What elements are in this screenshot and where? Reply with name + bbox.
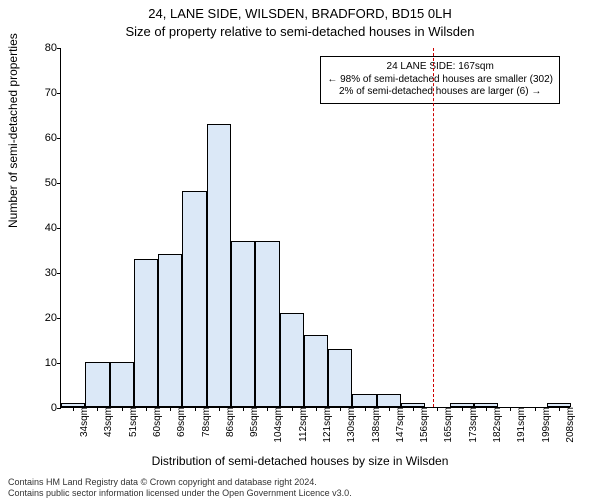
y-tick-mark (57, 363, 61, 364)
histogram-bar (280, 313, 304, 408)
x-tick-label: 43sqm (101, 407, 114, 437)
footer-line1: Contains HM Land Registry data © Crown c… (8, 477, 352, 487)
x-tick-mark (267, 407, 268, 411)
x-tick-mark (243, 407, 244, 411)
x-tick-label: 130sqm (344, 407, 357, 443)
histogram-bar (231, 241, 255, 408)
x-tick-mark (73, 407, 74, 411)
x-axis-label: Distribution of semi-detached houses by … (0, 454, 600, 468)
x-tick-label: 69sqm (174, 407, 187, 437)
histogram-bar (85, 362, 109, 407)
x-tick-label: 191sqm (514, 407, 527, 443)
x-tick-mark (122, 407, 123, 411)
x-tick-label: 173sqm (466, 407, 479, 443)
x-tick-mark (389, 407, 390, 411)
x-tick-label: 156sqm (417, 407, 430, 443)
x-tick-label: 78sqm (199, 407, 212, 437)
histogram-bar (110, 362, 134, 407)
x-tick-label: 95sqm (247, 407, 260, 437)
y-tick-mark (57, 318, 61, 319)
y-tick-mark (57, 93, 61, 94)
x-tick-label: 60sqm (150, 407, 163, 437)
x-tick-mark (195, 407, 196, 411)
x-tick-mark (437, 407, 438, 411)
y-tick-mark (57, 183, 61, 184)
histogram-bar (255, 241, 279, 408)
x-tick-label: 34sqm (77, 407, 90, 437)
x-tick-mark (535, 407, 536, 411)
x-tick-label: 182sqm (490, 407, 503, 443)
x-tick-mark (462, 407, 463, 411)
x-tick-label: 165sqm (441, 407, 454, 443)
x-tick-mark (559, 407, 560, 411)
histogram-bar (134, 259, 158, 408)
histogram-bar (352, 394, 376, 408)
y-axis-label: Number of semi-detached properties (6, 33, 20, 228)
x-tick-label: 112sqm (296, 407, 309, 442)
chart-container: 24, LANE SIDE, WILSDEN, BRADFORD, BD15 0… (0, 0, 600, 500)
annotation-box: 24 LANE SIDE: 167sqm ← 98% of semi-detac… (320, 56, 560, 104)
y-tick-mark (57, 273, 61, 274)
annotation-line1: 24 LANE SIDE: 167sqm (327, 61, 553, 74)
histogram-bar (304, 335, 328, 407)
chart-title-address: 24, LANE SIDE, WILSDEN, BRADFORD, BD15 0… (0, 6, 600, 21)
x-tick-label: 208sqm (563, 407, 576, 443)
y-tick-mark (57, 138, 61, 139)
chart-subtitle: Size of property relative to semi-detach… (0, 24, 600, 39)
x-tick-mark (510, 407, 511, 411)
footer-line2: Contains public sector information licen… (8, 488, 352, 498)
x-tick-label: 51sqm (126, 407, 139, 437)
x-tick-mark (170, 407, 171, 411)
y-tick-mark (57, 408, 61, 409)
histogram-bar (328, 349, 352, 408)
x-tick-mark (97, 407, 98, 411)
y-tick-mark (57, 48, 61, 49)
x-tick-label: 86sqm (223, 407, 236, 437)
x-tick-mark (340, 407, 341, 411)
x-tick-label: 199sqm (539, 407, 552, 443)
histogram-bar (182, 191, 206, 407)
histogram-bar (377, 394, 401, 408)
plot-area: 24 LANE SIDE: 167sqm ← 98% of semi-detac… (60, 48, 570, 408)
histogram-bar (158, 254, 182, 407)
x-tick-label: 147sqm (393, 407, 406, 443)
y-tick-mark (57, 228, 61, 229)
histogram-bar (207, 124, 231, 408)
property-marker-line (433, 48, 434, 407)
x-tick-label: 104sqm (271, 407, 284, 443)
x-tick-mark (365, 407, 366, 411)
x-tick-label: 121sqm (320, 407, 333, 443)
x-tick-mark (316, 407, 317, 411)
x-tick-mark (486, 407, 487, 411)
x-tick-mark (413, 407, 414, 411)
annotation-line2: ← 98% of semi-detached houses are smalle… (327, 74, 553, 87)
annotation-line3: 2% of semi-detached houses are larger (6… (327, 86, 553, 99)
x-tick-mark (292, 407, 293, 411)
x-tick-mark (146, 407, 147, 411)
x-tick-label: 138sqm (369, 407, 382, 443)
footer-attribution: Contains HM Land Registry data © Crown c… (8, 477, 352, 498)
x-tick-mark (219, 407, 220, 411)
